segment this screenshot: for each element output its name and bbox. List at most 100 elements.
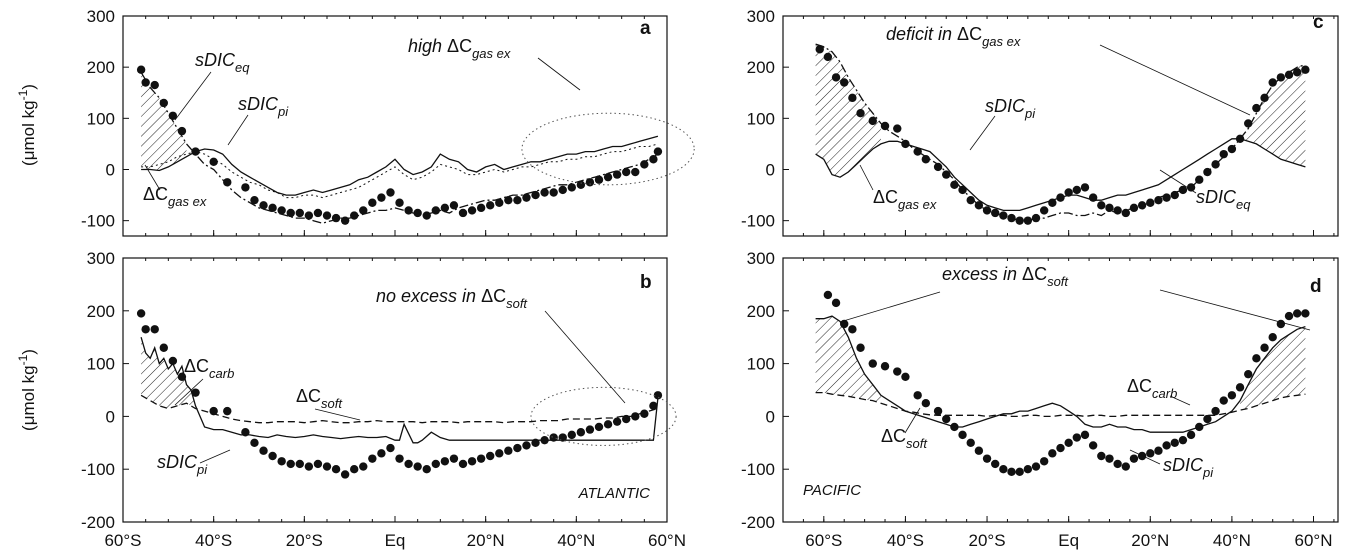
sdic-pi-point (933, 406, 943, 416)
sdic-pi-point (933, 162, 943, 172)
sdic-pi-point (1039, 457, 1049, 466)
sdic-pi-point (1268, 333, 1277, 342)
sdic-pi-point (495, 449, 504, 458)
annotation-leader (859, 164, 874, 191)
plot-frame (782, 15, 1339, 237)
sdic-pi-point (1186, 430, 1196, 440)
sdic-pi-point (377, 449, 386, 458)
series-line-solid (141, 135, 659, 196)
sdic-pi-point (631, 167, 640, 177)
sdic-pi-point (1284, 311, 1294, 321)
sdic-pi-point (458, 208, 468, 218)
y-axis-label: (μmol kg-1) (16, 349, 38, 431)
sdic-pi-point (1162, 441, 1171, 450)
annotation-leader (1129, 449, 1161, 465)
sdic-pi-point (504, 446, 513, 455)
sdic-pi-point (1031, 462, 1041, 471)
sdic-pi-point (1137, 201, 1147, 210)
sdic-pi-point (223, 178, 232, 187)
x-tick-label: 40°S (887, 531, 924, 550)
sdic-pi-point (1007, 213, 1016, 223)
sdic-pi-point (848, 325, 857, 334)
sdic-pi-point (1219, 149, 1228, 159)
sdic-pi-point (1301, 65, 1310, 74)
sdic-pi-point (413, 462, 422, 471)
sdic-pi-point (966, 195, 975, 205)
y-tick-label: 100 (87, 355, 115, 374)
sdic-pi-point (359, 462, 368, 471)
sdic-pi-point (640, 160, 649, 169)
annotation-leader (174, 71, 212, 121)
sdic-pi-point (440, 203, 450, 213)
sdic-pi-point (159, 343, 168, 352)
sdic-pi-point (1235, 383, 1245, 392)
sdic-pi-point (522, 193, 531, 202)
x-tick-label: 40°S (195, 531, 232, 550)
sdic-pi-point (377, 193, 386, 202)
sdic-pi-point (1007, 467, 1016, 477)
sdic-pi-point (603, 420, 613, 429)
annotation-label: ΔCsoft (881, 426, 928, 451)
sdic-pi-point (540, 188, 549, 197)
sdic-pi-point (1023, 465, 1033, 474)
annotation-leader (537, 57, 581, 91)
sdic-pi-point (1146, 449, 1155, 458)
sdic-pi-point (603, 172, 613, 182)
x-tick-label: 60°S (805, 531, 842, 550)
sdic-pi-point (136, 65, 146, 74)
y-tick-label: 100 (747, 355, 775, 374)
sdic-pi-point (868, 359, 877, 368)
y-axis-label: (μmol kg-1) (16, 84, 38, 166)
sdic-pi-point (1129, 454, 1139, 463)
y-tick-label: 0 (766, 160, 775, 179)
sdic-pi-point (653, 147, 663, 156)
sdic-pi-point (1292, 309, 1302, 318)
y-tick-label: 0 (106, 407, 115, 426)
annotation-label: ΔCsoft (296, 386, 343, 411)
sdic-pi-point (823, 52, 833, 62)
sdic-pi-point (350, 465, 359, 474)
sdic-pi-point (558, 185, 567, 195)
annotation-label: no excess in ΔCsoft (376, 286, 528, 311)
annotation-leader (1159, 289, 1311, 331)
sdic-pi-point (649, 155, 658, 164)
annotation-label: excess in ΔCsoft (942, 264, 1069, 289)
sdic-pi-point (449, 454, 459, 463)
sdic-pi-point (1260, 343, 1269, 352)
sdic-pi-point (250, 195, 259, 205)
sdic-pi-point (304, 462, 314, 471)
sdic-pi-point (856, 109, 865, 118)
sdic-pi-point (991, 459, 1000, 469)
series-line-dashdot (815, 43, 1306, 222)
sdic-pi-point (901, 372, 910, 381)
sdic-pi-point (522, 441, 531, 450)
sdic-pi-point (531, 190, 540, 200)
x-tick-label: 40°N (1213, 531, 1251, 550)
sdic-pi-point (1072, 433, 1082, 442)
annotation-label: ΔCgas ex (873, 187, 937, 212)
sdic-pi-point (1154, 195, 1163, 205)
hatched-area (815, 316, 881, 404)
annotation-leader (544, 310, 626, 404)
sdic-pi-point (368, 198, 377, 207)
hatched-area (1240, 64, 1306, 167)
sdic-pi-point (1056, 443, 1065, 453)
sdic-pi-point (1072, 185, 1082, 195)
sdic-pi-point (1211, 406, 1220, 416)
sdic-pi-point (259, 201, 268, 210)
x-tick-label: 60°N (648, 531, 686, 550)
annotation-label: sDICpi (985, 96, 1036, 121)
sdic-pi-point (942, 170, 951, 179)
sdic-pi-point (168, 356, 178, 366)
sdic-pi-point (1064, 438, 1073, 447)
sdic-pi-point (549, 188, 558, 197)
panel-letter: b (640, 272, 652, 293)
sdic-pi-point (313, 208, 323, 218)
sdic-pi-point (295, 208, 304, 218)
sdic-pi-point (1252, 354, 1261, 363)
annotation-label: sDICpi (1163, 455, 1214, 480)
series-line-solid (140, 337, 659, 444)
sdic-pi-point (322, 211, 332, 220)
y-tick-label: 200 (87, 302, 115, 321)
